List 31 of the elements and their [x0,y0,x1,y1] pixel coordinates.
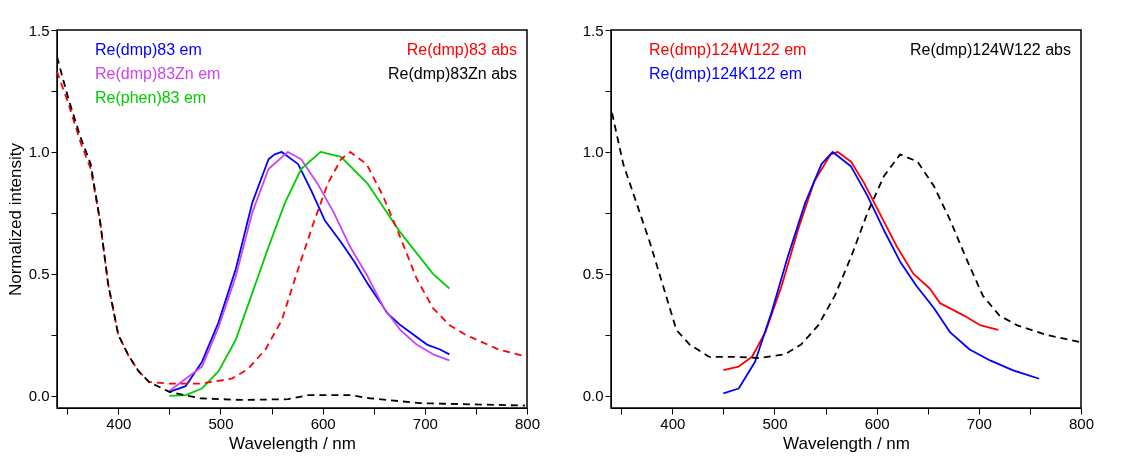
x-tick-label: 500 [762,414,788,432]
y-tick-label: 0.5 [28,265,50,283]
y-tick-label: 1.0 [28,143,50,161]
x-axis-title: Wavelength / nm [783,433,910,453]
x-tick-label: 400 [106,414,132,432]
y-tick-label: 0.0 [28,387,50,405]
text: Re(dmp)83Zn em [95,65,221,82]
y-axis-title: Normalized intensity [5,142,25,297]
text: Re(dmp)124W122 em [649,41,807,58]
x-tick-label: 700 [966,414,992,432]
y-tick-label: 1.0 [582,143,604,161]
x-tick-label: 600 [310,414,336,432]
text: Re(dmp)83 abs [406,41,517,58]
line-series [722,151,1000,372]
text: Re(phen)83 em [95,89,207,106]
y-tick-label: 1.5 [582,21,604,39]
x-tick-label: 500 [208,414,234,432]
x-tick-label: 400 [660,414,686,432]
x-axis-title: Wavelength / nm [229,433,356,453]
text: Re(dmp)124K122 em [649,65,802,82]
text: Re(dmp)83 em [95,41,202,58]
x-tick-label: 700 [412,414,438,432]
line-series [722,151,1041,395]
text: Re(dmp)83Zn abs [388,65,517,82]
y-tick-label: 1.5 [28,21,50,39]
y-tick-label: 0.5 [582,265,604,283]
y-tick-label: 0.0 [582,387,604,405]
x-tick-label: 800 [514,414,541,432]
x-tick-label: 800 [1068,414,1095,432]
text: Re(dmp)124W122 abs [910,41,1071,58]
x-tick-label: 600 [864,414,890,432]
